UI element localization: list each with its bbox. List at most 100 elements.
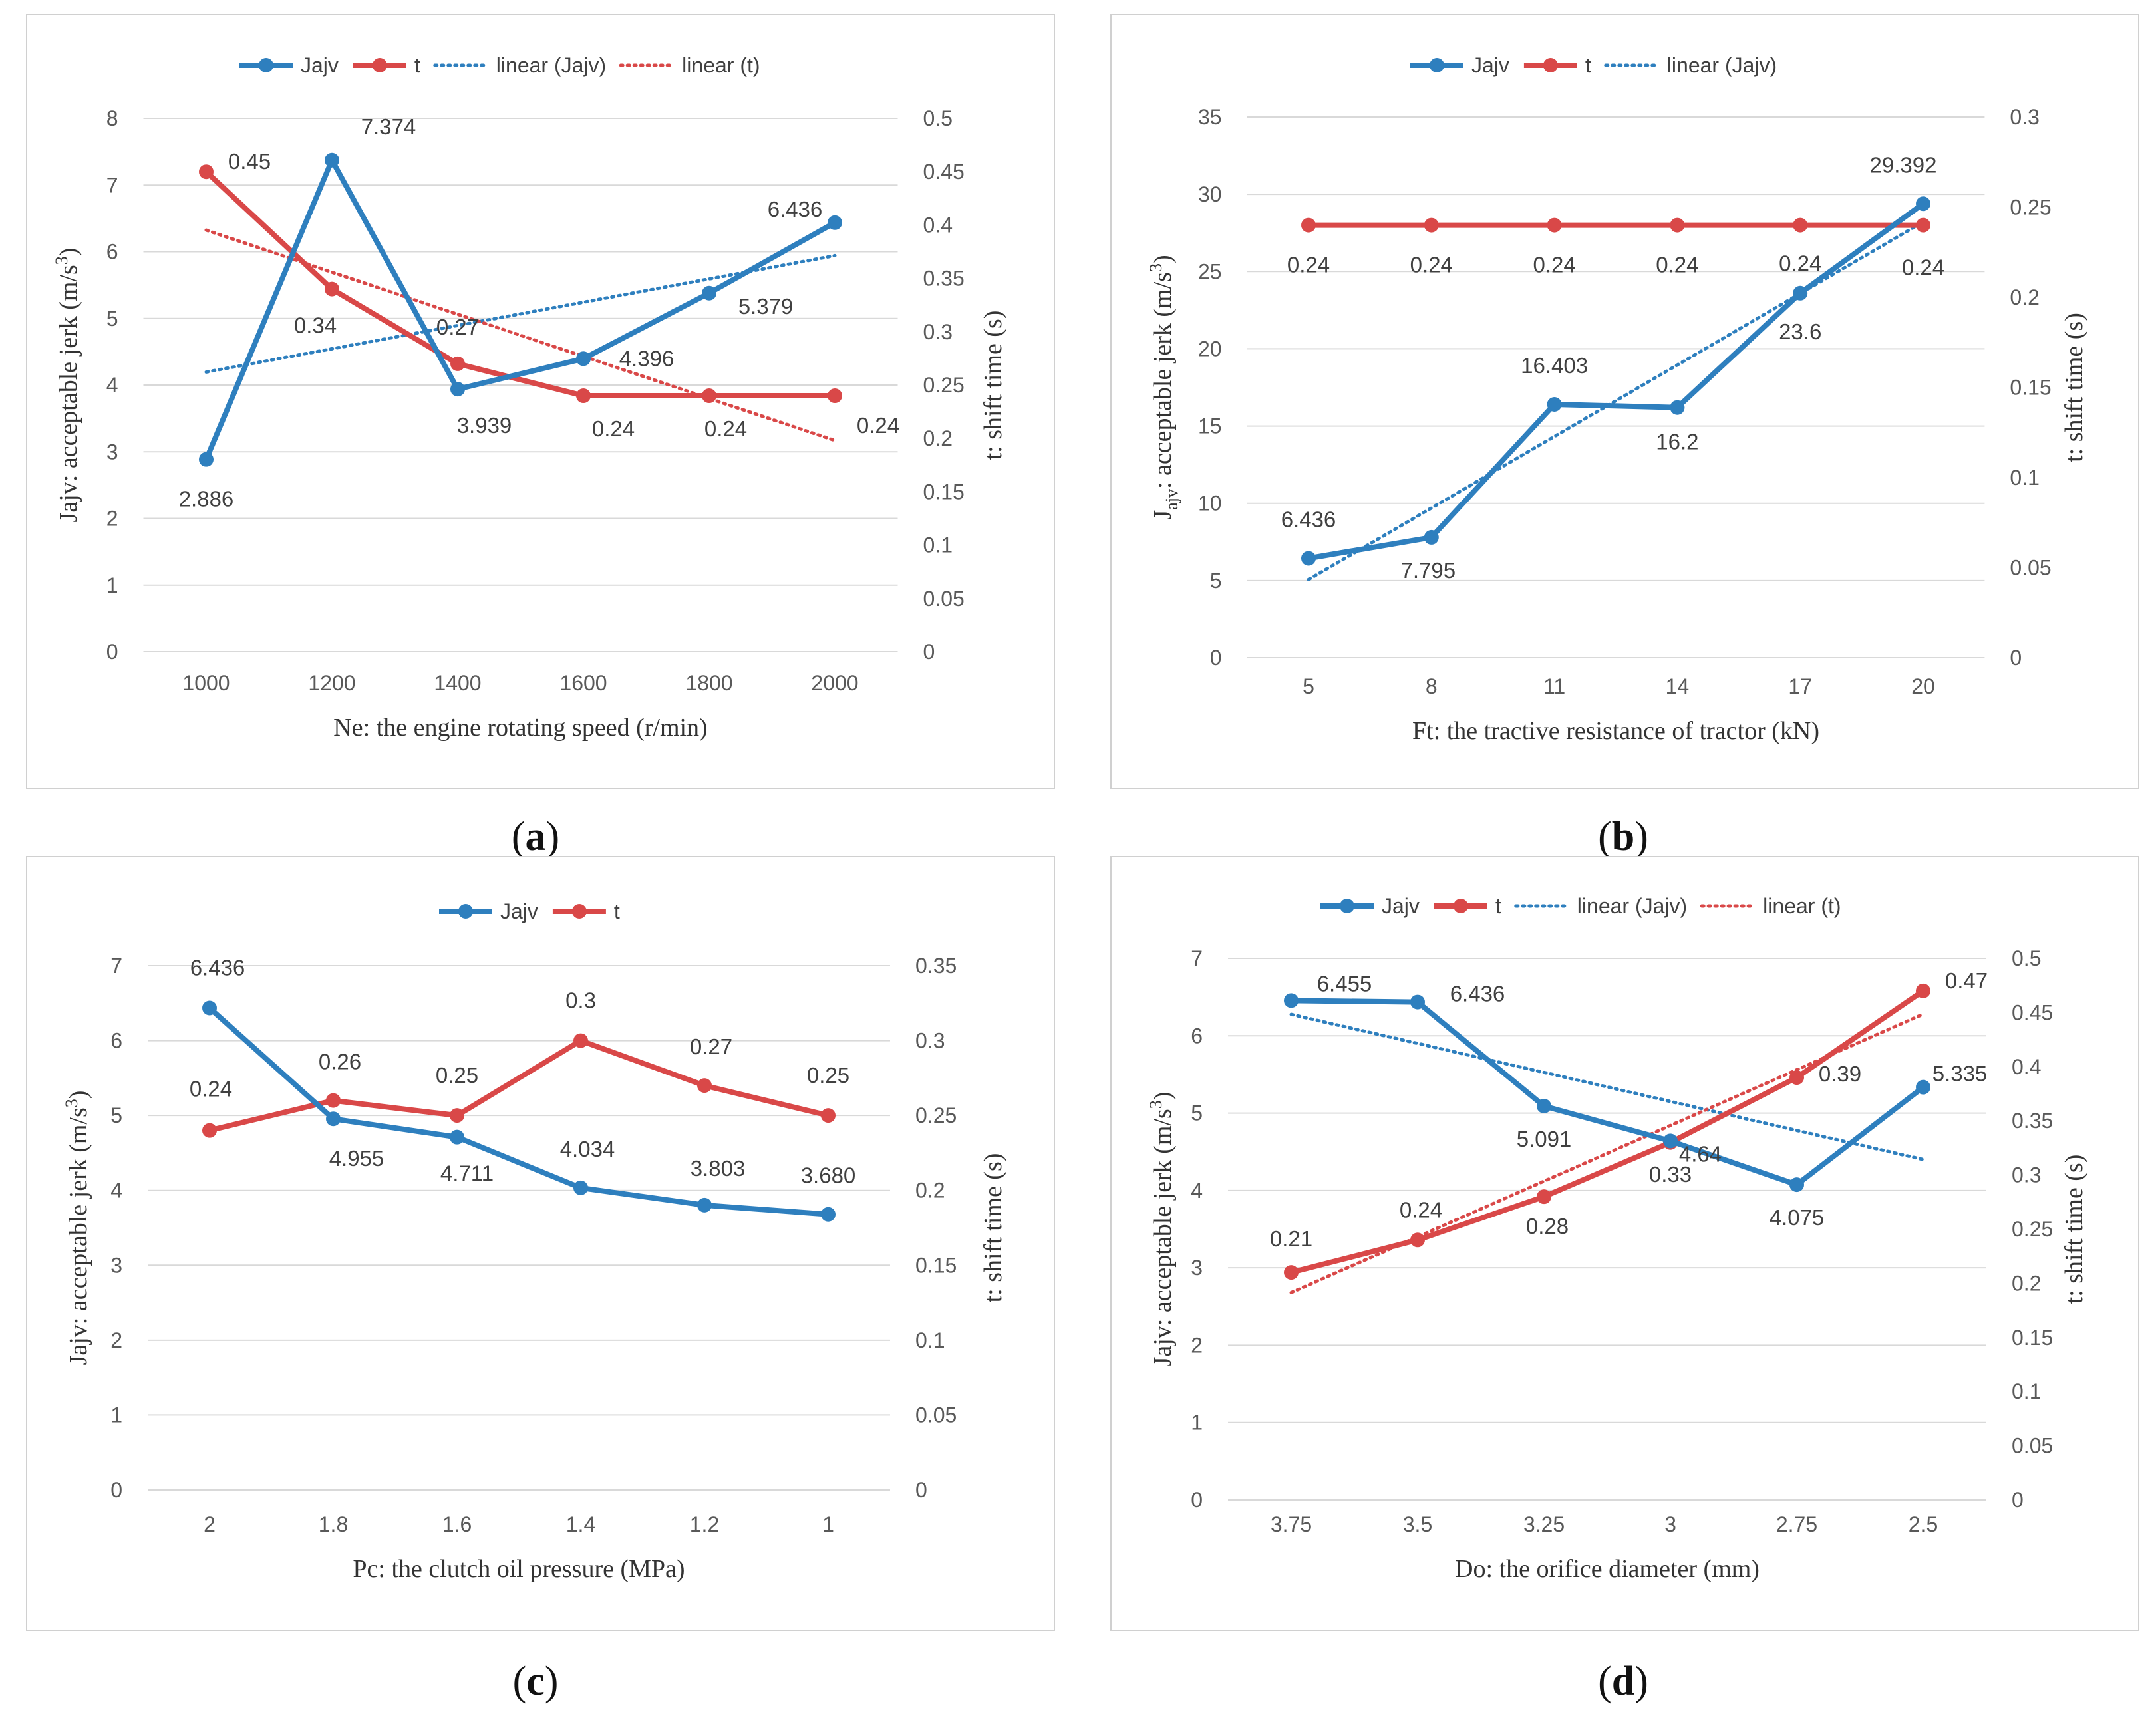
data-point-jajv xyxy=(1663,1133,1678,1149)
right-tick-label: 0.35 xyxy=(915,954,957,978)
left-tick-label: 0 xyxy=(1191,1488,1203,1512)
left-tick-label: 2 xyxy=(1191,1333,1203,1357)
data-label-jajv: 7.795 xyxy=(1401,558,1456,583)
legend-item-t: t xyxy=(353,53,420,77)
x-tick-label: 1 xyxy=(822,1512,834,1536)
data-point-t xyxy=(1670,217,1685,233)
y-axis-title-right: t: shift time (s) xyxy=(979,1153,1007,1303)
x-tick-label: 1.6 xyxy=(442,1512,472,1536)
data-point-jajv xyxy=(573,1180,588,1195)
y-axis-title-part: 3 xyxy=(52,256,71,265)
legend-label: Jajv xyxy=(500,899,538,923)
data-label-jajv: 7.374 xyxy=(361,114,416,139)
chart-frame xyxy=(26,856,1055,1631)
left-tick-label: 20 xyxy=(1198,337,1222,360)
right-tick-label: 0.1 xyxy=(2010,466,2039,490)
legend-label: Jajv xyxy=(1382,894,1420,918)
data-label-jajv: 6.455 xyxy=(1317,971,1372,996)
data-point-jajv xyxy=(576,351,591,366)
right-tick-label: 0.2 xyxy=(2010,285,2039,309)
data-label-t: 0.25 xyxy=(436,1063,478,1087)
y-axis-title-right: t: shift time (s) xyxy=(2060,313,2088,462)
legend-item-jajv: Jajv xyxy=(439,899,538,923)
left-tick-label: 5 xyxy=(1210,569,1222,593)
y-axis-title-right: t: shift time (s) xyxy=(2060,1155,2088,1304)
legend-label: t xyxy=(1495,894,1501,918)
data-label-jajv: 29.392 xyxy=(1870,152,1937,177)
data-label-jajv: 3.803 xyxy=(691,1156,746,1181)
data-label-jajv: 6.436 xyxy=(1281,507,1336,532)
legend-item-t: t xyxy=(1434,894,1501,918)
y-axis-title-left: Jajv: acceptable jerk (m/s3) xyxy=(1146,255,1181,519)
left-tick-label: 1 xyxy=(1191,1411,1203,1435)
data-point-t xyxy=(450,356,465,371)
data-point-jajv xyxy=(1916,1079,1930,1095)
x-tick-label: 11 xyxy=(1543,674,1565,698)
left-tick-label: 1 xyxy=(106,573,118,597)
trendline-jajv xyxy=(1307,220,1925,581)
left-tick-label: 5 xyxy=(106,307,118,331)
panel-label-open: ( xyxy=(1598,814,1612,859)
legend-item-t: t xyxy=(1523,53,1591,77)
right-tick-label: 0.3 xyxy=(2012,1163,2041,1187)
data-point-jajv xyxy=(1410,994,1425,1010)
y-axis-title-part: Jajv: acceptable jerk (m/s xyxy=(55,265,82,522)
panel-label-open: ( xyxy=(1598,1659,1612,1704)
data-point-t xyxy=(202,1123,217,1138)
trendline-jajv xyxy=(204,253,837,374)
data-label-jajv: 2.886 xyxy=(179,487,234,511)
legend-label: t xyxy=(1585,53,1591,77)
left-tick-label: 4 xyxy=(106,373,118,397)
x-axis-title: Do: the orifice diameter (mm) xyxy=(1455,1555,1760,1583)
data-label-jajv: 23.6 xyxy=(1779,319,1821,344)
legend-swatch-marker xyxy=(259,58,273,72)
data-label-jajv: 16.2 xyxy=(1656,430,1698,454)
legend-swatch-marker xyxy=(1453,899,1468,913)
data-point-jajv xyxy=(199,452,214,467)
right-tick-label: 0.25 xyxy=(923,373,965,397)
x-tick-label: 3 xyxy=(1664,1512,1676,1536)
legend-item-t: t xyxy=(552,899,620,923)
data-label-jajv: 4.034 xyxy=(560,1137,615,1161)
panel-label-close: ) xyxy=(546,814,560,859)
legend-label: linear (Jajv) xyxy=(496,53,606,77)
data-label-t: 0.3 xyxy=(565,988,596,1013)
left-tick-label: 10 xyxy=(1198,492,1222,515)
series-line-t xyxy=(1291,988,1925,1275)
data-label-t: 0.24 xyxy=(1902,255,1944,280)
panel-label: (d) xyxy=(1598,1659,1648,1704)
x-tick-label: 1200 xyxy=(308,671,355,695)
data-label-t: 0.24 xyxy=(857,413,899,438)
data-label-jajv: 4.711 xyxy=(440,1161,494,1186)
data-label-t: 0.24 xyxy=(1410,253,1453,277)
panel-label-close: ) xyxy=(1634,1659,1648,1704)
x-tick-label: 3.75 xyxy=(1271,1512,1312,1536)
panel-label-letter: a xyxy=(526,814,546,859)
right-tick-label: 0 xyxy=(923,640,935,664)
legend-label: linear (t) xyxy=(682,53,760,77)
data-label-t: 0.27 xyxy=(690,1034,732,1059)
legend-item-linear--t-: linear (t) xyxy=(1700,894,1841,918)
left-tick-label: 0 xyxy=(106,640,118,664)
data-label-t: 0.47 xyxy=(1945,968,1988,993)
legend-item-jajv: Jajv xyxy=(1320,894,1420,918)
data-point-t xyxy=(1537,1189,1551,1205)
panel-label-close: ) xyxy=(545,1659,559,1704)
left-tick-label: 0 xyxy=(110,1478,122,1502)
data-point-t xyxy=(1793,217,1808,233)
right-tick-label: 0.5 xyxy=(2012,946,2041,970)
x-tick-label: 5 xyxy=(1303,674,1314,698)
data-label-t: 0.34 xyxy=(294,313,337,338)
legend-item-linear--jajv-: linear (Jajv) xyxy=(1514,894,1687,918)
legend-swatch-marker xyxy=(1543,58,1558,72)
chart-frame xyxy=(26,14,1055,789)
data-label-t: 0.28 xyxy=(1526,1214,1569,1238)
data-label-t: 0.24 xyxy=(1656,253,1698,277)
data-label-t: 0.21 xyxy=(1270,1226,1312,1251)
series-line-t xyxy=(209,1038,829,1133)
right-tick-label: 0.2 xyxy=(923,426,953,450)
left-tick-label: 25 xyxy=(1198,259,1222,283)
data-point-jajv xyxy=(1916,196,1930,212)
right-tick-label: 0.05 xyxy=(2012,1434,2053,1458)
y-axis-title-part: 3 xyxy=(1146,1100,1165,1109)
